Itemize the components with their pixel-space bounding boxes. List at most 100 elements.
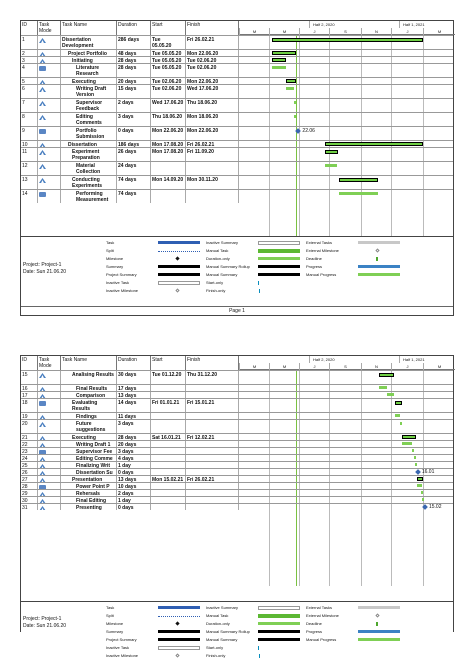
table-row[interactable]: 10 Dissertation 186 days Mon 17.08.20 Fri 26…	[21, 140, 453, 147]
task-bar[interactable]	[272, 66, 287, 69]
task-bar[interactable]	[413, 456, 416, 459]
legend-label: Inactive Summary	[206, 605, 239, 610]
table-row[interactable]: 25 Finalizing Writ 1 day	[21, 461, 453, 468]
task-duration: 286 days	[117, 36, 151, 49]
task-duration: 3 days	[117, 113, 151, 126]
summary-bar[interactable]	[272, 58, 287, 62]
task-duration: 13 days	[117, 476, 151, 482]
table-row[interactable]: 18 Evaluating Results 14 days Fri 01.01.21 F…	[21, 398, 453, 412]
task-bar[interactable]	[294, 115, 297, 118]
legend-swatch	[375, 248, 380, 253]
legend-item: Inactive Summary	[206, 604, 316, 612]
table-row[interactable]: 3 Initiating 28 days Tue 05.05.20 Tue 02.06.…	[21, 56, 453, 63]
task-bar[interactable]	[387, 393, 394, 396]
legend-label: Finish-only	[206, 653, 226, 658]
table-row[interactable]: 20 Future suggestions 3 days	[21, 419, 453, 433]
table-row[interactable]: 16 Final Results 17 days	[21, 384, 453, 391]
task-finish: Wed 17.06.20	[186, 85, 239, 98]
table-row[interactable]: 29 Rehersals 2 days	[21, 489, 453, 496]
task-bar[interactable]	[286, 87, 294, 90]
task-mode	[38, 413, 61, 419]
task-bar[interactable]	[378, 386, 388, 389]
summary-bar[interactable]	[272, 51, 297, 55]
task-bar[interactable]	[339, 192, 379, 195]
summary-bar[interactable]	[417, 477, 423, 481]
task-bar[interactable]	[415, 463, 418, 466]
table-row[interactable]: 15 Analising Results 30 days Tue 01.12.20 Th…	[21, 370, 453, 384]
table-row[interactable]: 14 Performing Measurement 74 days	[21, 189, 453, 203]
task-bar[interactable]	[412, 449, 415, 452]
table-row[interactable]: 26 Dissertation Su 0 days	[21, 468, 453, 475]
legend-label: Inactive Task	[106, 645, 130, 650]
timeline-gridline	[299, 370, 300, 586]
task-bar[interactable]	[324, 164, 338, 167]
table-row[interactable]: 28 Power Point P 10 days	[21, 482, 453, 489]
summary-bar[interactable]	[402, 435, 416, 439]
table-row[interactable]: 17 Comparison 13 days	[21, 391, 453, 398]
table-row[interactable]: 13 Conducting Experiments 74 days Mon 14.09…	[21, 175, 453, 189]
table-row[interactable]: 19 Findings 11 days	[21, 412, 453, 419]
task-start	[151, 441, 186, 447]
task-duration: 3 days	[117, 448, 151, 454]
summary-bar[interactable]	[324, 142, 423, 146]
legend-swatch	[358, 638, 400, 641]
timeline-gridline	[269, 35, 270, 236]
column-header-start: Start	[151, 356, 186, 370]
timeline-gridline	[269, 370, 270, 586]
table-row[interactable]: 1 Dissertation Development 286 days Tue 05.0…	[21, 35, 453, 49]
task-duration: 14 days	[117, 399, 151, 412]
summary-bar[interactable]	[272, 38, 423, 42]
legend: Project: Project-1 Date: Sun 21.06.20 Ta…	[21, 601, 453, 658]
task-duration: 28 days	[117, 57, 151, 63]
milestone-date-label: 15.02	[428, 504, 442, 510]
task-id: 20	[21, 420, 38, 433]
table-row[interactable]: 21 Executing 28 days Sat 16.01.21 Fri 12.02.…	[21, 433, 453, 440]
table-row[interactable]: 12 Material Collection 24 days	[21, 161, 453, 175]
table-row[interactable]: 27 Presentation 13 days Mon 15.02.21 Fri 26.…	[21, 475, 453, 482]
summary-bar[interactable]	[339, 178, 379, 182]
table-row[interactable]: 9 Portfolio Submission 0 days Mon 22.06.20 M…	[21, 126, 453, 140]
task-name: Editing Comme	[61, 455, 117, 461]
legend-item: Inactive Milestone	[106, 652, 216, 660]
task-bar[interactable]	[402, 442, 413, 445]
task-name: Executing	[61, 78, 117, 84]
task-duration: 0 days	[117, 127, 151, 140]
task-start	[151, 448, 186, 454]
table-row[interactable]: 5 Executing 20 days Tue 02.06.20 Mon 22.06.2…	[21, 77, 453, 84]
task-bar[interactable]	[422, 498, 425, 501]
table-row[interactable]: 24 Editing Comme 4 days	[21, 454, 453, 461]
task-bar[interactable]	[417, 484, 423, 487]
task-bar[interactable]	[400, 422, 403, 425]
task-start: Thu 18.06.20	[151, 113, 186, 126]
legend-label: Start-only	[206, 645, 224, 650]
legend-label: Deadline	[306, 256, 322, 261]
task-bar[interactable]	[394, 414, 401, 417]
summary-bar[interactable]	[394, 401, 402, 405]
column-header-start: Start	[151, 21, 186, 35]
table-row[interactable]: 8 Editing Comments 3 days Thu 18.06.20 Mon 1…	[21, 112, 453, 126]
table-row[interactable]: 4 Literature Research 28 days Tue 05.05.20 T…	[21, 63, 453, 77]
task-start: Tue 05.05.20	[151, 64, 186, 77]
table-row[interactable]: 7 Supervisor Feedback 2 days Wed 17.06.20 Th…	[21, 98, 453, 112]
task-finish	[186, 490, 239, 496]
task-mode	[38, 420, 61, 433]
legend-item: Start-only	[206, 279, 316, 287]
table-row[interactable]: 11 Experiment Preparation 26 days Mon 17.08…	[21, 147, 453, 161]
task-mode	[38, 392, 61, 398]
gantt-chart-area: Half 2, 2020 Half 1, 2021 M M J S N J M …	[239, 21, 455, 236]
summary-bar[interactable]	[378, 373, 394, 377]
summary-bar[interactable]	[286, 79, 297, 83]
table-row[interactable]: 22 Writing Draft 1 20 days	[21, 440, 453, 447]
task-mode-icon	[39, 178, 46, 183]
summary-bar[interactable]	[324, 150, 338, 154]
table-row[interactable]: 30 Final Editing 1 day	[21, 496, 453, 503]
table-row[interactable]: 23 Supervisor Fee 3 days	[21, 447, 453, 454]
table-row[interactable]: 6 Writing Draft Version 15 days Tue 02.06.2…	[21, 84, 453, 98]
table-row[interactable]: 31 Presenting 0 days	[21, 503, 453, 510]
task-id: 25	[21, 462, 38, 468]
task-bar[interactable]	[293, 101, 296, 104]
legend-item: Finish-only	[206, 652, 316, 660]
legend-swatch	[258, 249, 300, 253]
task-bar[interactable]	[421, 491, 424, 494]
table-row[interactable]: 2 Project Portfolio 48 days Tue 05.05.20 Mon…	[21, 49, 453, 56]
